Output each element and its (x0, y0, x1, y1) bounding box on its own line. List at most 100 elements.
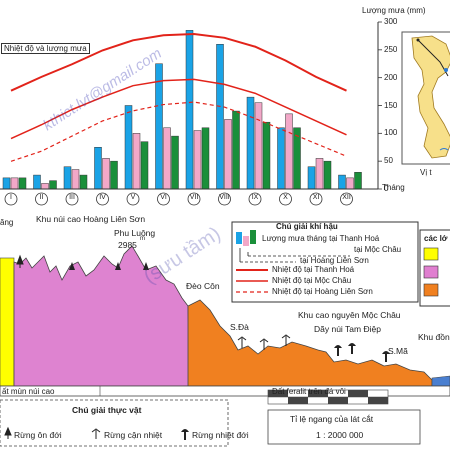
terrain-profile (0, 245, 450, 397)
bar-2-VIII (224, 119, 232, 190)
month-circle-VIII (218, 192, 231, 206)
bar-3-IX (262, 121, 271, 190)
legend-bar-moc-chau (243, 236, 249, 246)
label-phu-luong-height: 2985 (118, 240, 137, 250)
temperate-forest-icons (16, 254, 149, 270)
soil-layer-orange (187, 299, 433, 387)
layer-swatch-1 (423, 247, 439, 261)
temp-line-3 (10, 101, 347, 162)
bar-2-XII (346, 177, 354, 190)
rain-bars (2, 30, 362, 190)
rain-tick-label: 150 (384, 100, 398, 110)
bar-2-VII (193, 130, 202, 190)
bar-2-IV (102, 158, 110, 190)
month-label-X: X (283, 194, 288, 201)
month-circle-XI (309, 192, 323, 206)
veg-legend-symbols (4, 426, 189, 440)
bar-2-I (10, 177, 19, 190)
label-song-ma: S.Mã (388, 346, 408, 356)
label-khu-dong: Khu đồn (418, 332, 450, 342)
soil-label-2: Đất feralit trên đá vôi (272, 387, 346, 396)
month-label-XII: XII (342, 194, 351, 201)
bar-3-II (49, 180, 57, 190)
climate-legend-title: Chú giải khí hậu (276, 222, 338, 231)
legend-temp-thanh-hoa: Nhiệt độ tại Thanh Hoá (272, 265, 355, 274)
bar-2-X (285, 113, 293, 190)
month-label-V: V (130, 194, 136, 201)
river-layer (431, 375, 450, 387)
rain-tick-label: 50 (384, 156, 393, 166)
month-label-VII: VII (189, 194, 199, 201)
label-height-unit: m (140, 236, 145, 242)
map-caption: Vị t (420, 168, 432, 177)
bar-3-III (79, 174, 88, 190)
bar-1-XI (307, 166, 316, 190)
tropical-forest-icons (334, 343, 390, 362)
label-song-da: S.Đà (230, 322, 249, 332)
subtropical-forest-icons (237, 334, 291, 350)
chart-label: Nhiệt độ và lượng mưa (1, 43, 90, 54)
bar-2-II (41, 183, 49, 190)
legend-temp-hls: Nhiệt độ tại Hoàng Liên Sơn (272, 287, 373, 296)
bar-2-VI (163, 127, 171, 190)
legend-bar-hls (250, 230, 256, 244)
scale-title: Tỉ lệ ngang của lát cắt (290, 414, 374, 424)
bar-2-IX (254, 102, 263, 190)
bar-3-VII (201, 127, 210, 190)
month-circle-II (35, 192, 48, 206)
temp-line-2 (10, 78, 347, 140)
rain-tick-label: 200 (384, 72, 398, 82)
bar-3-I (18, 177, 27, 190)
bar-2-XI (315, 158, 324, 190)
bar-1-III (63, 166, 72, 190)
veg-item-3: Rừng nhiệt đới (192, 430, 249, 440)
month-label-VIII: VIII (219, 194, 230, 201)
bar-1-IX (246, 96, 255, 190)
bar-1-I (2, 177, 11, 190)
rain-tick-label: 250 (384, 44, 398, 54)
legend-bar-thanh-hoa (236, 232, 242, 244)
month-circle-IV (96, 192, 109, 206)
bar-1-VII (185, 30, 194, 190)
month-label-VI: VI (160, 194, 167, 201)
label-tam-diep: Dãy núi Tam Điệp (314, 324, 381, 334)
layer-swatch-3 (423, 283, 439, 297)
month-label-I: I (10, 194, 12, 201)
layer-swatch-2 (423, 265, 439, 279)
legend-rain-thanh-hoa: Lượng mưa tháng tại Thanh Hoá (262, 234, 380, 243)
temp-line-1 (10, 33, 347, 92)
scale-value: 1 : 2000 000 (316, 430, 364, 440)
scale-bar-segments (268, 390, 388, 404)
label-moc-chau: Khu cao nguyên Mộc Châu (298, 310, 401, 320)
month-circle-VI (157, 192, 170, 206)
bar-1-IV (94, 147, 102, 190)
label-lang: ăng (0, 218, 14, 227)
month-circle-VII (187, 192, 201, 206)
bar-3-X (293, 127, 301, 190)
veg-item-2: Rừng cận nhiệt (104, 430, 163, 440)
month-circle-XII (340, 192, 353, 206)
rain-tick-label: 300 (384, 17, 398, 26)
bar-1-V (124, 105, 133, 190)
veg-legend-frame (0, 399, 229, 447)
month-circle-X (279, 192, 292, 206)
month-labels (4, 192, 353, 206)
rain-axis-ticks (378, 21, 382, 190)
legend-rain-moc-chau: tại Mộc Châu (354, 245, 402, 254)
soil-label-1: ất mùn núi cao (2, 387, 55, 396)
rain-tick-label: 0 (384, 184, 389, 193)
veg-legend-title: Chú giải thực vật (72, 405, 142, 415)
month-label-IX: IX (251, 194, 259, 201)
veg-item-1: Rừng ôn đới (14, 430, 62, 440)
legend-rain-hls: tại Hoàng Liên Sơn (300, 256, 369, 265)
label-hls: Khu núi cao Hoàng Liên Sơn (36, 214, 146, 224)
label-deo-con: Đèo Côn (186, 281, 220, 291)
layer-legend-title: các lớ (424, 234, 448, 243)
month-circle-I (4, 192, 18, 206)
month-label-XI: XI (312, 194, 320, 201)
location-map (401, 31, 450, 165)
bar-2-V (132, 133, 141, 190)
bar-1-XII (338, 174, 346, 190)
rain-tick-label: 100 (384, 128, 398, 138)
